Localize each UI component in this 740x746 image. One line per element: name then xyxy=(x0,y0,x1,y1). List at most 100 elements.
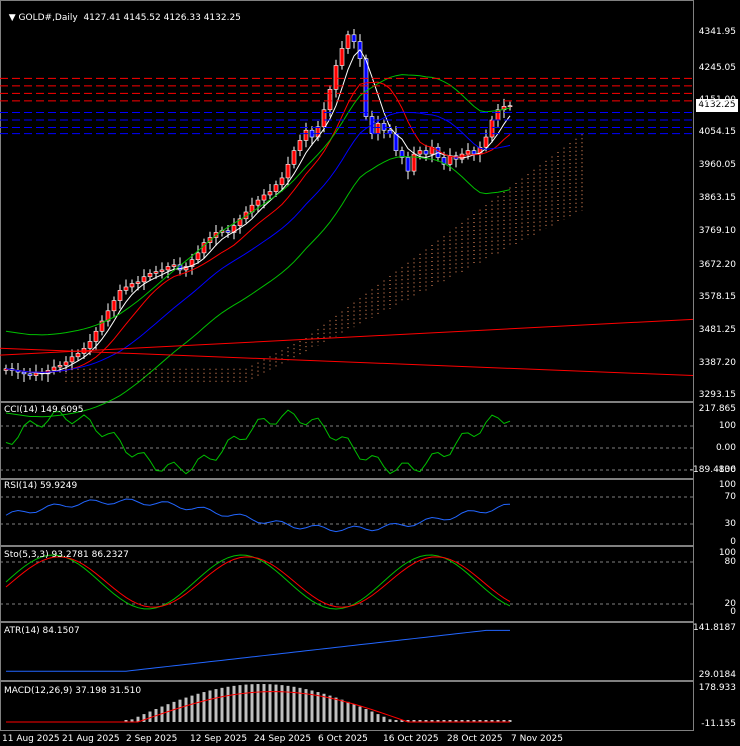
candle-body xyxy=(345,34,351,49)
macd-bar xyxy=(262,684,266,722)
chart-title: ▼ GOLD#,Daily 4127.41 4145.52 4126.33 41… xyxy=(3,3,241,23)
candle-body xyxy=(417,150,423,155)
date-axis-label: 28 Oct 2025 xyxy=(447,734,503,744)
candle-body xyxy=(255,199,261,206)
macd-bar xyxy=(358,706,362,722)
macd-bar xyxy=(442,720,446,722)
candle-body xyxy=(171,264,177,267)
macd-bar xyxy=(322,693,326,722)
candle-body xyxy=(63,361,69,366)
macd-bar xyxy=(406,720,410,722)
macd-bar xyxy=(298,687,302,722)
macd-bar xyxy=(346,701,350,722)
candle-body xyxy=(483,136,489,148)
pane-frame xyxy=(0,0,694,402)
ohlc-readout: 4127.41 4145.52 4126.33 4132.25 xyxy=(83,13,241,23)
indicator-axis-label: 100 xyxy=(718,548,736,558)
candle-body xyxy=(117,290,123,301)
candle-body xyxy=(231,225,237,233)
macd-bar xyxy=(370,711,374,722)
candle-body xyxy=(165,266,171,271)
candle-body xyxy=(507,105,513,107)
date-axis-label: 21 Aug 2025 xyxy=(62,734,120,744)
macd-bar xyxy=(130,719,134,722)
symbol-arrow-icon[interactable]: ▼ xyxy=(8,13,19,23)
ma-fast-line xyxy=(5,48,511,375)
macd-bar xyxy=(466,720,470,722)
pane-frame xyxy=(0,402,694,479)
candle-body xyxy=(363,58,369,117)
macd-bar xyxy=(484,720,488,722)
macd-bar xyxy=(502,720,506,722)
price-axis-label: 4151.00 xyxy=(698,95,736,105)
date-axis-label: 16 Oct 2025 xyxy=(383,734,439,744)
macd-bar xyxy=(448,720,452,722)
macd-bar xyxy=(400,720,404,722)
candle-body xyxy=(279,177,285,186)
price-axis-label: 4245.05 xyxy=(698,63,736,73)
candle-body xyxy=(87,341,93,349)
candle-body xyxy=(423,150,429,155)
price-axis-label: 3863.15 xyxy=(698,193,736,203)
macd-bar xyxy=(430,720,434,722)
macd-bar xyxy=(232,685,236,722)
macd-bar xyxy=(478,720,482,722)
macd-bar xyxy=(142,714,146,722)
candle-body xyxy=(375,123,381,134)
candle-body xyxy=(465,150,471,155)
macd-bar xyxy=(436,720,440,722)
macd-bar xyxy=(250,684,254,722)
macd-bar xyxy=(340,699,344,722)
macd-bar xyxy=(214,689,218,722)
stoch-signal xyxy=(5,556,511,608)
indicator-axis-label: 30 xyxy=(724,519,736,529)
macd-bar xyxy=(508,720,512,722)
macd-bar xyxy=(286,685,290,722)
candle-body xyxy=(99,320,105,332)
candle-body xyxy=(27,373,33,376)
date-axis-label: 7 Nov 2025 xyxy=(511,734,563,744)
candle-body xyxy=(159,269,165,272)
date-axis-label: 2 Sep 2025 xyxy=(126,734,178,744)
macd-bar xyxy=(166,704,170,722)
macd-bar xyxy=(376,714,380,722)
macd-bar xyxy=(424,720,428,722)
macd-bar xyxy=(136,716,140,722)
pane-frame xyxy=(0,479,694,546)
candle-body xyxy=(441,157,447,165)
candle-body xyxy=(447,155,453,165)
macd-bar xyxy=(460,720,464,722)
candle-body xyxy=(123,286,129,291)
macd-bar xyxy=(268,684,272,722)
price-axis-label: 3578.15 xyxy=(698,292,736,302)
atr-label: ATR(14) 84.1507 xyxy=(4,626,80,636)
candle-body xyxy=(327,89,333,111)
indicator-axis-label: -189.4836 xyxy=(689,465,736,475)
candle-body xyxy=(153,271,159,274)
candle-body xyxy=(381,123,387,131)
macd-bar xyxy=(280,685,284,722)
candle-body xyxy=(195,252,201,261)
macd-bar xyxy=(472,720,476,722)
rsi-line xyxy=(5,498,511,533)
macd-bar xyxy=(388,719,392,722)
candle-body xyxy=(351,34,357,42)
candle-body xyxy=(93,330,99,342)
date-axis-label: 11 Aug 2025 xyxy=(2,734,60,744)
candle-body xyxy=(273,184,279,192)
bollinger-lower xyxy=(5,155,511,418)
macd-bar xyxy=(190,695,194,722)
stoch-main xyxy=(5,554,511,610)
indicator-axis-label: 217.865 xyxy=(698,404,736,414)
pane-frame xyxy=(0,681,694,731)
ma-mid-line xyxy=(5,81,511,373)
candle-body xyxy=(291,150,297,165)
candle-body xyxy=(501,106,507,111)
indicator-axis-label: 0 xyxy=(730,537,736,547)
macd-bar xyxy=(292,686,296,722)
date-axis-label: 6 Oct 2025 xyxy=(318,734,368,744)
macd-bar xyxy=(304,689,308,722)
symbol-label: GOLD#,Daily xyxy=(18,13,78,23)
candle-body xyxy=(297,140,303,151)
